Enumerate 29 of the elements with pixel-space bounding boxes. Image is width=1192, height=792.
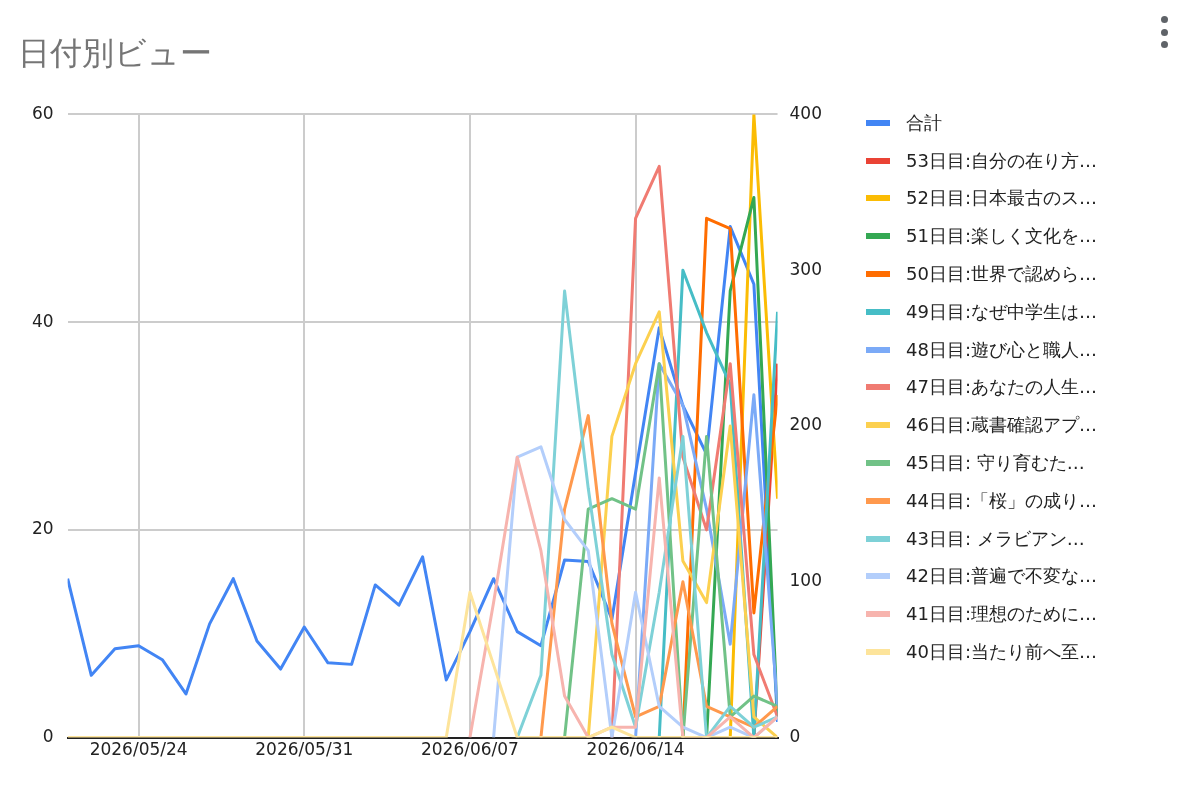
x-tick-label: 2026/05/24 xyxy=(89,739,188,760)
y-tick-label: 40 xyxy=(31,310,54,331)
legend-label: 50日目:世界で認めら… xyxy=(906,262,1097,287)
x-tick-label: 2026/06/14 xyxy=(586,739,685,760)
legend-label: 48日目:遊び心と職人… xyxy=(906,337,1097,362)
legend-label: 52日目:日本最古のス… xyxy=(906,186,1097,211)
legend-label: 47日目:あなたの人生… xyxy=(906,375,1097,400)
y2-tick-label: 300 xyxy=(789,258,823,279)
y2-tick-label: 400 xyxy=(789,102,823,123)
y-tick-label: 60 xyxy=(31,102,54,123)
y2-tick-label: 0 xyxy=(789,726,801,747)
y-tick-label: 20 xyxy=(31,518,54,539)
legend-label: 40日目:当たり前へ至… xyxy=(906,640,1097,665)
x-tick-label: 2026/06/07 xyxy=(420,739,519,760)
x-tick-label: 2026/05/31 xyxy=(255,739,354,760)
y2-tick-label: 200 xyxy=(789,414,823,435)
legend-label: 合計 xyxy=(906,110,942,135)
y-tick-label: 0 xyxy=(42,726,54,747)
legend-label: 53日目:自分の在り方… xyxy=(906,148,1097,173)
legend-label: 43日目: メラビアン… xyxy=(906,526,1085,551)
legend-label: 51日目:楽しく文化を… xyxy=(906,224,1097,249)
chart-title: 日付別ビュー xyxy=(18,33,212,72)
legend-label: 42日目:普遍で不変な… xyxy=(906,564,1097,589)
legend-label: 46日目:蔵書確認アプ… xyxy=(906,413,1097,438)
legend-label: 49日目:なぜ中学生は… xyxy=(906,299,1097,324)
legend-label: 44日目:「桜」の成り… xyxy=(906,488,1097,513)
legend-label: 41日目:理想のために… xyxy=(906,602,1097,627)
y2-tick-label: 100 xyxy=(789,570,823,591)
legend-label: 45日目: 守り育むた… xyxy=(906,451,1085,476)
